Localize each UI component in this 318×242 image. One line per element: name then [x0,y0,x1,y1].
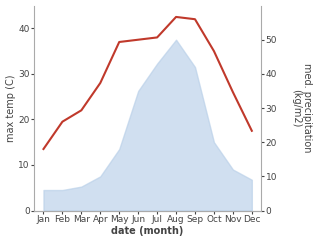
X-axis label: date (month): date (month) [111,227,184,236]
Y-axis label: med. precipitation
(kg/m2): med. precipitation (kg/m2) [291,63,313,153]
Y-axis label: max temp (C): max temp (C) [5,74,16,142]
